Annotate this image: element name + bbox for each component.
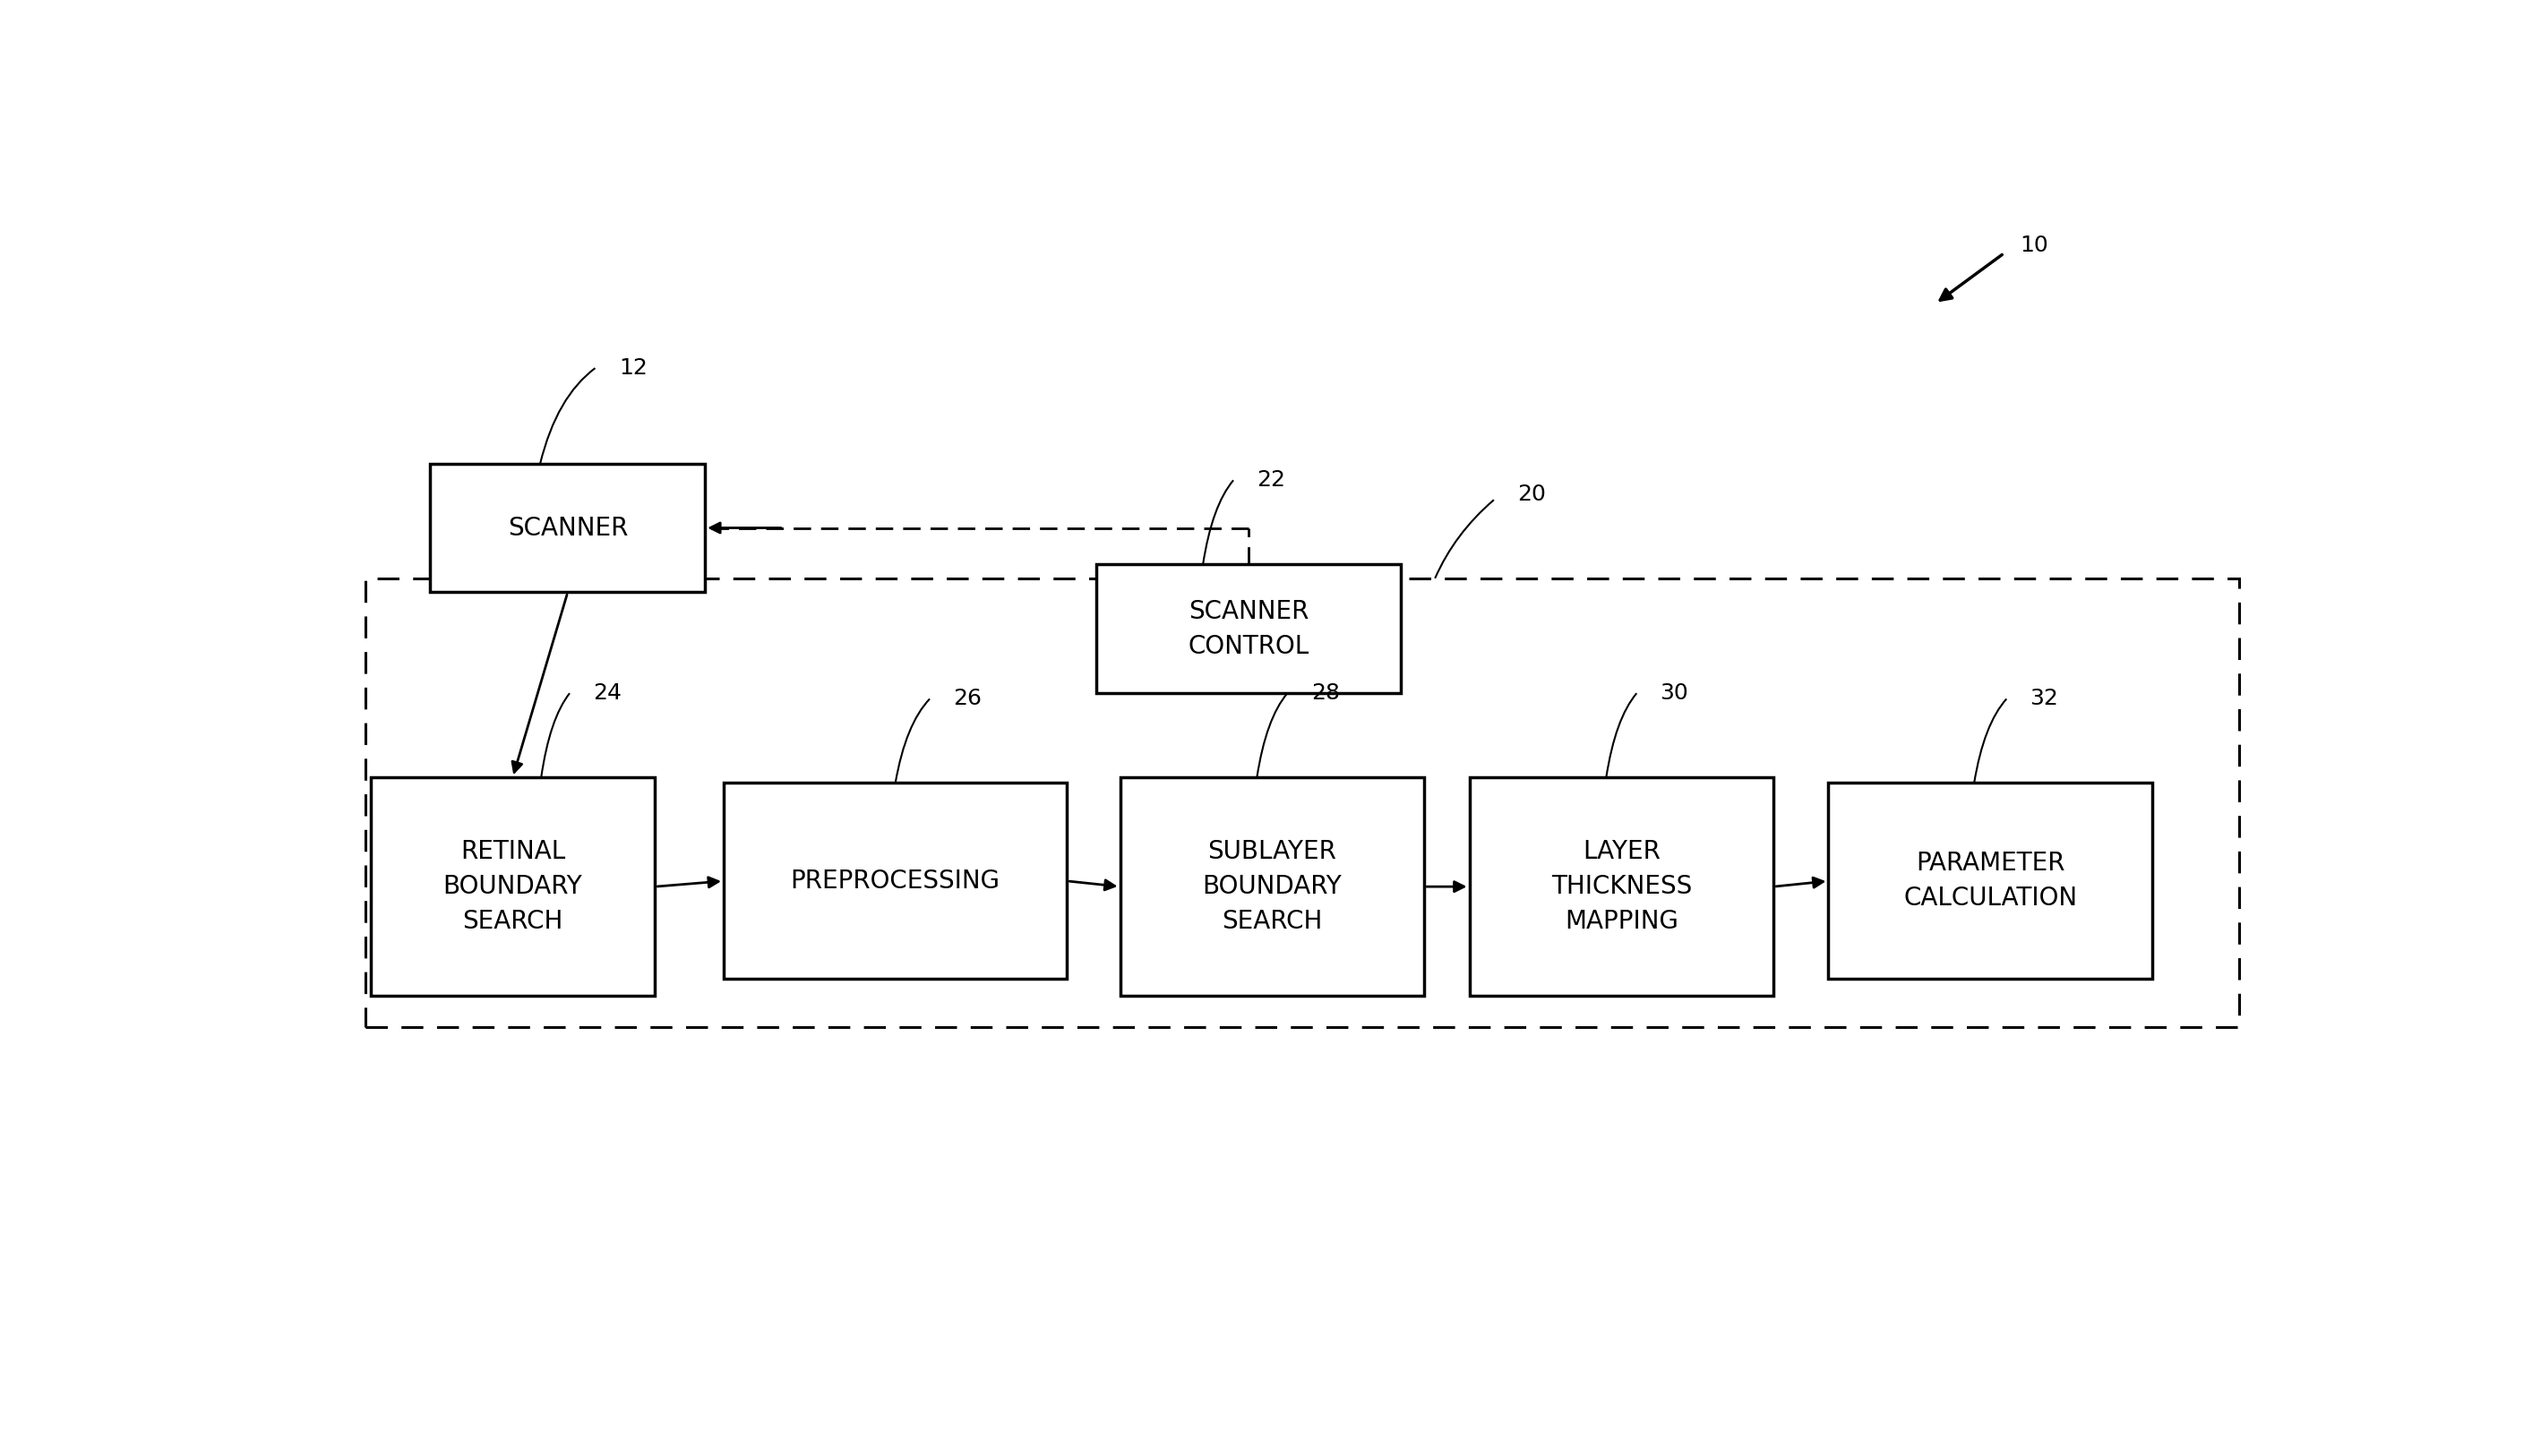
Bar [1096, 565, 1400, 693]
Text: 10: 10 [2021, 234, 2048, 256]
Text: SCANNER: SCANNER [506, 515, 628, 540]
Text: PREPROCESSING: PREPROCESSING [790, 868, 1000, 894]
Text: PARAMETER
CALCULATION: PARAMETER CALCULATION [1904, 850, 2076, 911]
Text: 20: 20 [1517, 483, 1547, 505]
Text: SUBLAYER
BOUNDARY
SEARCH: SUBLAYER BOUNDARY SEARCH [1203, 839, 1342, 935]
Bar [724, 783, 1066, 978]
Bar [370, 778, 656, 996]
Text: 26: 26 [952, 689, 982, 709]
Text: 32: 32 [2031, 689, 2059, 709]
Text: 30: 30 [1661, 683, 1689, 705]
Text: SCANNER
CONTROL: SCANNER CONTROL [1188, 598, 1309, 658]
Bar [430, 463, 704, 593]
Bar [1119, 778, 1423, 996]
Text: 24: 24 [592, 683, 623, 705]
Text: 22: 22 [1256, 469, 1286, 491]
Bar [1828, 783, 2152, 978]
Text: 12: 12 [618, 357, 648, 379]
Text: LAYER
THICKNESS
MAPPING: LAYER THICKNESS MAPPING [1552, 839, 1691, 935]
Text: RETINAL
BOUNDARY
SEARCH: RETINAL BOUNDARY SEARCH [443, 839, 582, 935]
Bar [365, 578, 2241, 1026]
Text: 28: 28 [1312, 683, 1339, 705]
Bar [1469, 778, 1772, 996]
